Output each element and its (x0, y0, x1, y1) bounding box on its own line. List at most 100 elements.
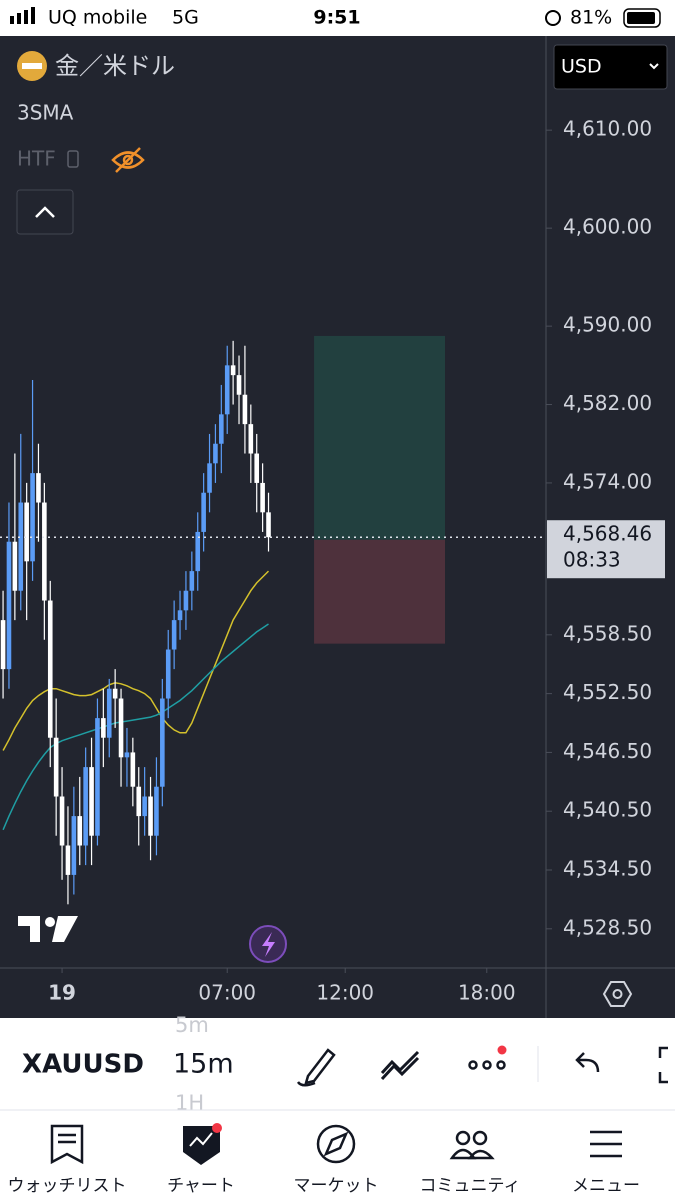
clock: 9:51 (313, 7, 360, 29)
countdown: 08:33 (563, 548, 621, 572)
symbol[interactable]: XAUUSD (22, 1050, 144, 1080)
symbol-name: 金／米ドル (55, 52, 175, 80)
interval[interactable]: 15m (173, 1049, 234, 1080)
network: 5G (172, 7, 199, 29)
tab-label[interactable]: ウォッチリスト (8, 1176, 127, 1196)
dropdown-icon (649, 63, 659, 70)
y-tick-label: 4,574.00 (563, 469, 652, 493)
candle-body (242, 394, 248, 425)
candle-body (224, 365, 230, 415)
candle-body (136, 786, 142, 817)
plot (0, 335, 546, 905)
candle-body (171, 620, 177, 650)
settings-icon[interactable] (602, 981, 633, 1007)
trend-icon[interactable] (380, 1050, 420, 1081)
candle-body (6, 541, 12, 670)
x-tick-label: 18:00 (458, 981, 516, 1005)
candle-body (89, 767, 94, 836)
watchlist-icon[interactable] (50, 1124, 84, 1165)
chart-tab-glyph (189, 1132, 213, 1147)
candle-body (42, 502, 47, 601)
x-tick-label: 19 (48, 981, 76, 1005)
candle-body (183, 590, 189, 611)
candle-body (36, 473, 41, 503)
htf-icon (67, 150, 79, 168)
candle-body (71, 816, 77, 875)
tab-label[interactable]: マーケット (294, 1176, 379, 1196)
battery-icon (623, 8, 661, 28)
candle-body (77, 816, 83, 846)
candle-body (160, 698, 165, 787)
y-tick-label: 4,600.00 (563, 215, 652, 239)
draw-icon[interactable] (296, 1048, 336, 1087)
currency: USD (561, 56, 602, 78)
candle-body (53, 737, 59, 797)
candle-body (219, 414, 224, 444)
candle-body (112, 688, 118, 699)
lock-icon (545, 10, 561, 26)
interval-next[interactable]: 1H (175, 1091, 204, 1115)
markets-icon[interactable] (316, 1124, 356, 1164)
candle-body (154, 786, 159, 836)
candle-body (130, 752, 136, 787)
candle-body (260, 482, 265, 513)
moving-average (2, 623, 269, 831)
candle-body (0, 620, 6, 670)
tab-labels: ウォッチリスト チャート マーケット コミュニティ メニュー (8, 1176, 641, 1196)
currency-select[interactable] (553, 44, 668, 90)
candle-body (65, 845, 71, 875)
candle-body (12, 541, 18, 591)
battery-level: 81% (570, 7, 612, 29)
collapse-button[interactable] (16, 189, 74, 235)
candle-body (236, 375, 242, 395)
status-bar (0, 0, 675, 36)
symbol-fade (145, 1040, 165, 1090)
y-tick-label: 4,540.50 (563, 798, 652, 822)
candle-body (165, 649, 171, 699)
tab-label[interactable]: コミュニティ (420, 1176, 521, 1196)
candle-body (47, 600, 53, 738)
candle-body (177, 610, 183, 621)
y-tick-label: 4,528.50 (563, 915, 652, 939)
candle-body (189, 571, 195, 591)
carrier: UQ mobile (48, 7, 147, 29)
interval-prev[interactable]: 5m (175, 1013, 209, 1037)
menu-icon[interactable] (590, 1130, 622, 1158)
notification-dot (497, 1045, 507, 1055)
candle-body (266, 512, 271, 538)
more-icon[interactable] (468, 1060, 506, 1070)
tab-label[interactable]: チャート (167, 1176, 235, 1196)
candle-body (213, 443, 218, 464)
battery-fill (627, 12, 655, 24)
candle-body (254, 453, 260, 483)
hidden-eye-icon[interactable] (111, 147, 145, 173)
tab-label[interactable]: メニュー (572, 1176, 640, 1196)
flash-icon (262, 932, 275, 957)
y-tick-label: 4,610.00 (563, 117, 652, 141)
candle-body (18, 502, 24, 591)
signal-icon (10, 7, 35, 24)
candle-body (142, 796, 147, 817)
candle-body (24, 502, 29, 562)
x-tick-label: 12:00 (316, 981, 374, 1005)
candle-body (207, 463, 212, 493)
collapse-icon (35, 206, 55, 218)
candle-body (230, 365, 236, 376)
y-tick-label: 4,582.00 (563, 391, 652, 415)
candle-body (95, 718, 100, 836)
candle-body (118, 698, 124, 758)
undo-icon[interactable] (575, 1052, 600, 1073)
community-icon[interactable] (449, 1130, 495, 1160)
candle-body (83, 767, 88, 846)
candle-body (148, 796, 153, 836)
stop-zone (314, 539, 446, 644)
y-tick-label: 4,546.50 (563, 739, 652, 763)
fullscreen-icon[interactable] (658, 1046, 668, 1084)
candle-body (201, 492, 206, 532)
moving-average (2, 570, 270, 751)
last-price-box (547, 520, 665, 579)
htf-label: HTF (17, 147, 56, 171)
candle-body (124, 752, 130, 758)
indicator-name: 3SMA (17, 101, 74, 125)
